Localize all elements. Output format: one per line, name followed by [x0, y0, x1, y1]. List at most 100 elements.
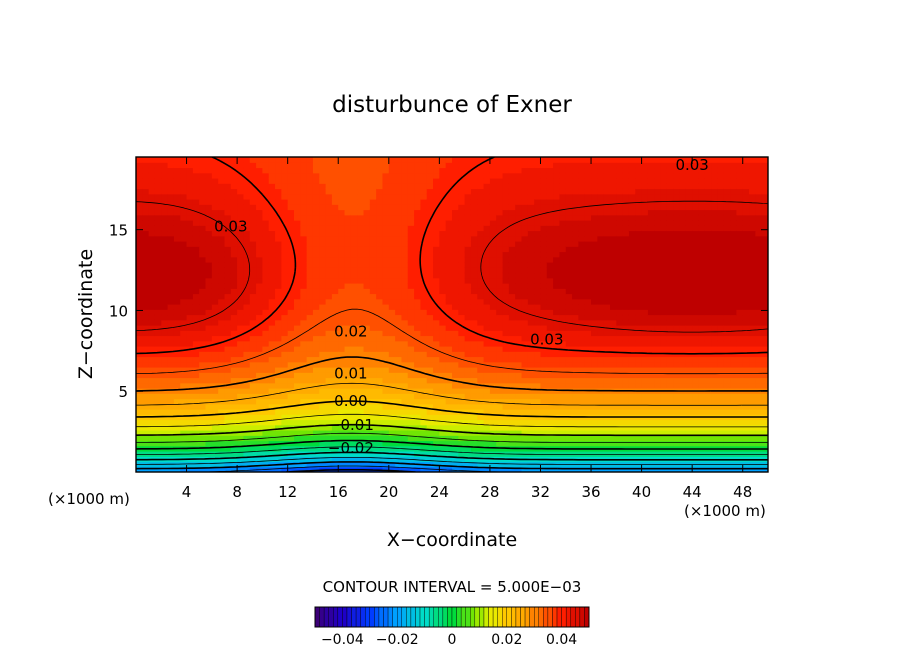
heatmap-cell: [433, 235, 440, 242]
heatmap-cell: [186, 335, 194, 342]
heatmap-cell: [382, 403, 390, 410]
heatmap-cell: [237, 440, 245, 447]
heatmap-cell: [508, 157, 516, 163]
heatmap-cell: [319, 403, 327, 410]
heatmap-cell: [256, 461, 263, 468]
heatmap-cell: [458, 393, 466, 400]
heatmap-cell: [395, 256, 403, 263]
heatmap-cell: [414, 424, 421, 431]
heatmap-cell: [136, 440, 143, 447]
heatmap-cell: [414, 430, 421, 436]
heatmap-cell: [433, 309, 440, 316]
heatmap-cell: [237, 204, 245, 211]
heatmap-cell: [136, 361, 143, 368]
heatmap-cell: [180, 361, 188, 368]
heatmap-cell: [591, 335, 598, 342]
heatmap-cell: [489, 209, 497, 216]
heatmap-cell: [136, 451, 143, 457]
heatmap-cell: [243, 230, 251, 237]
heatmap-cell: [136, 230, 143, 237]
heatmap-cell: [243, 209, 251, 216]
heatmap-cell: [243, 283, 251, 289]
heatmap-cell: [173, 256, 181, 263]
heatmap-cell: [249, 241, 257, 247]
heatmap-cell: [635, 451, 643, 457]
heatmap-cell: [414, 361, 421, 368]
heatmap-cell: [591, 241, 598, 247]
heatmap-cell: [388, 351, 396, 358]
heatmap-cell: [218, 367, 226, 373]
heatmap-cell: [540, 330, 548, 337]
heatmap-cell: [635, 351, 643, 358]
heatmap-cell: [161, 304, 169, 310]
heatmap-cell: [136, 214, 143, 221]
heatmap-cell: [591, 193, 598, 200]
heatmap-cell: [281, 451, 289, 457]
heatmap-cell: [401, 283, 409, 289]
heatmap-cell: [325, 277, 333, 284]
heatmap-cell: [154, 162, 162, 169]
heatmap-cell: [622, 178, 630, 184]
heatmap-cell: [237, 445, 245, 452]
heatmap-cell: [388, 377, 396, 384]
heatmap-cell: [224, 241, 232, 247]
heatmap-cell: [388, 293, 396, 300]
heatmap-cell: [344, 204, 352, 211]
heatmap-cell: [249, 272, 257, 279]
heatmap-cell: [584, 298, 592, 305]
heatmap-cell: [527, 209, 535, 216]
heatmap-cell: [439, 430, 447, 436]
heatmap-cell: [502, 440, 510, 447]
heatmap-cell: [414, 388, 421, 394]
heatmap-cell: [616, 283, 624, 289]
heatmap-cell: [489, 262, 497, 268]
heatmap-cell: [249, 335, 257, 342]
heatmap-cell: [142, 172, 150, 179]
heatmap-cell: [237, 267, 245, 274]
heatmap-cell: [414, 251, 421, 258]
heatmap-cell: [439, 220, 447, 226]
heatmap-cell: [559, 204, 567, 211]
heatmap-cell: [647, 382, 655, 389]
heatmap-cell: [230, 304, 238, 310]
heatmap-cell: [521, 283, 529, 289]
heatmap-cell: [199, 372, 207, 379]
heatmap-cell: [350, 167, 358, 174]
heatmap-cell: [401, 367, 409, 373]
heatmap-cell: [433, 377, 440, 384]
heatmap-cell: [610, 367, 617, 373]
heatmap-cell: [622, 314, 630, 321]
heatmap-cell: [338, 283, 346, 289]
heatmap-cell: [470, 199, 478, 205]
heatmap-cell: [325, 346, 333, 352]
heatmap-cell: [148, 178, 156, 184]
heatmap-cell: [382, 293, 390, 300]
heatmap-cell: [306, 199, 314, 205]
heatmap-cell: [382, 304, 390, 310]
heatmap-cell: [382, 456, 390, 463]
heatmap-cell: [154, 267, 162, 274]
heatmap-cell: [628, 246, 636, 253]
heatmap-cell: [414, 172, 421, 179]
heatmap-cell: [622, 403, 630, 410]
heatmap-cell: [167, 225, 175, 232]
heatmap-cell: [546, 309, 554, 316]
heatmap-cell: [376, 325, 384, 331]
heatmap-cell: [388, 466, 396, 472]
heatmap-cell: [502, 298, 510, 305]
heatmap-cell: [489, 309, 497, 316]
heatmap-cell: [325, 272, 333, 279]
heatmap-cell: [540, 382, 548, 389]
heatmap-cell: [376, 398, 384, 405]
heatmap-cell: [635, 314, 643, 321]
heatmap-cell: [546, 372, 554, 379]
heatmap-cell: [565, 351, 573, 358]
heatmap-cell: [186, 157, 194, 163]
heatmap-cell: [357, 393, 365, 400]
heatmap-cell: [489, 351, 497, 358]
heatmap-cell: [205, 388, 213, 394]
heatmap-cell: [338, 351, 346, 358]
heatmap-cell: [546, 351, 554, 358]
heatmap-cell: [287, 314, 295, 321]
heatmap-cell: [445, 193, 453, 200]
